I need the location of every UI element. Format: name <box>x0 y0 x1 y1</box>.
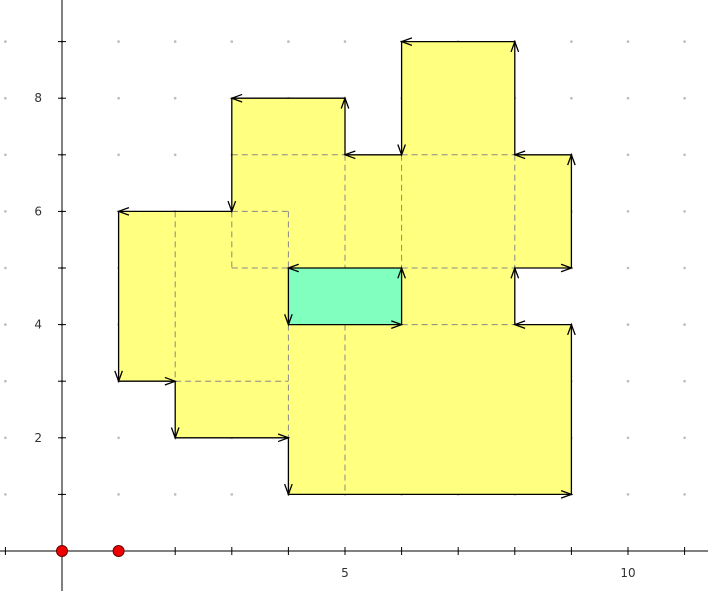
grid-dot <box>683 436 686 440</box>
point <box>56 545 68 557</box>
y-tick-label: 4 <box>34 318 42 332</box>
grid-dot <box>287 40 290 43</box>
arrow-head <box>116 207 130 216</box>
grid-dot <box>4 323 7 326</box>
grid-dot <box>626 153 630 157</box>
grid-dot <box>626 266 630 270</box>
grid-dot <box>683 96 686 100</box>
grid-dot <box>4 493 7 496</box>
grid-dot <box>626 436 630 440</box>
grid-dot <box>343 40 347 43</box>
y-tick-label: 2 <box>34 431 42 445</box>
grid-dot <box>173 96 177 100</box>
grid-dot <box>4 266 7 270</box>
x-tick-label: 10 <box>620 566 635 580</box>
grid-dot <box>626 323 630 326</box>
grid-dot <box>626 96 630 100</box>
grid-dot <box>626 493 630 496</box>
grid-dot <box>626 379 630 383</box>
grid-dot <box>683 323 686 326</box>
y-tick-label: 8 <box>34 91 42 105</box>
grid-dot <box>4 96 7 100</box>
arrow-head <box>286 263 299 273</box>
grid-dot <box>683 266 686 270</box>
grid-dot <box>230 40 234 43</box>
grid-dot <box>683 210 686 213</box>
grid-dot <box>173 40 177 43</box>
grid-dot <box>683 379 686 383</box>
grid-dot <box>117 96 120 100</box>
grid-dot <box>173 153 177 157</box>
grid-dot <box>117 493 120 496</box>
grid-dot <box>683 40 686 43</box>
grid-dot <box>570 96 573 100</box>
x-tick-label: 5 <box>341 566 349 580</box>
grid-dot <box>117 40 120 43</box>
grid-dot <box>4 379 7 383</box>
grid-dot <box>626 210 630 213</box>
y-tick-label: 6 <box>34 204 42 218</box>
grid-dot <box>4 436 7 440</box>
grid-dot <box>230 493 234 496</box>
grid-dot <box>4 153 7 157</box>
grid-dot <box>173 493 177 496</box>
grid-dot <box>117 436 120 440</box>
grid-dot <box>626 40 630 43</box>
inner-region <box>288 268 402 325</box>
grid-dot <box>570 40 573 43</box>
grid-dot <box>683 153 686 157</box>
grid-dot <box>4 210 7 213</box>
grid-dot <box>4 40 7 43</box>
grid-dot <box>117 153 120 157</box>
grid-dot <box>683 493 686 496</box>
point <box>112 545 125 557</box>
